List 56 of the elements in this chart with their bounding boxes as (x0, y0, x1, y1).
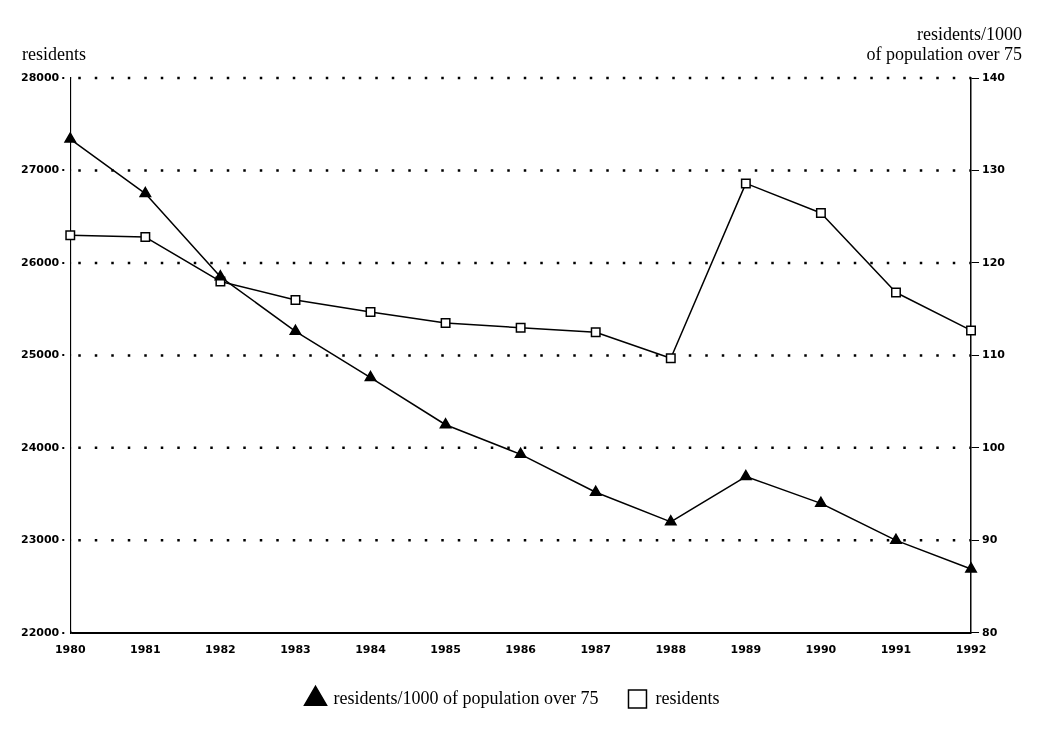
point (64, 132, 77, 143)
point (140, 232, 151, 243)
y-tick-label: 24000 (20, 440, 60, 454)
point (589, 485, 602, 496)
y-tick-label: 26000 (20, 255, 60, 269)
point (514, 447, 527, 459)
point (590, 327, 601, 338)
x-tick-label: 1985 (430, 643, 461, 657)
point (740, 178, 751, 189)
x-tick-label: 1980 (54, 643, 86, 657)
x-tick-label: 1990 (805, 643, 837, 657)
x-tick-label: 1991 (880, 643, 912, 657)
point (665, 353, 676, 364)
point (440, 318, 451, 329)
point (739, 469, 752, 481)
y2-tick-label: 130 (982, 163, 1006, 177)
point (65, 230, 76, 241)
y2-tick-label: 120 (982, 255, 1006, 269)
y2-tick-label: 90 (982, 533, 998, 547)
point (965, 562, 977, 573)
x-tick-label: 1982 (205, 643, 236, 657)
x-tick-label: 1992 (955, 643, 987, 657)
point (890, 287, 901, 298)
y-tick-label: 23000 (20, 533, 60, 547)
x-tick-label: 1989 (730, 643, 762, 657)
x-tick-label: 1988 (655, 643, 687, 657)
point (139, 186, 152, 198)
legend-label: residents/1000 of population over 75 (333, 687, 599, 708)
point (290, 294, 301, 305)
point (439, 418, 452, 429)
point (966, 325, 977, 336)
y-tick-label: 28000 (20, 70, 60, 84)
legend-label: residents (655, 687, 720, 708)
x-tick-label: 1981 (130, 643, 161, 657)
x-tick-label: 1983 (280, 643, 311, 657)
y2-tick-label: 140 (982, 70, 1006, 84)
point (289, 324, 302, 336)
y-tick-label: 22000 (20, 625, 60, 639)
y2-tick-label: 100 (982, 440, 1006, 454)
x-tick-label: 1987 (580, 643, 612, 657)
y-tick-label: 25000 (20, 348, 60, 362)
y2-tick-label: 80 (982, 625, 998, 639)
point (214, 270, 227, 281)
y2-tick-label: 110 (982, 348, 1006, 362)
point (365, 306, 376, 317)
y-tick-label: 27000 (20, 163, 60, 177)
x-tick-label: 1984 (355, 643, 387, 657)
point (364, 370, 377, 382)
y2-axis-title: residents/1000 of population over 75 (866, 23, 1022, 64)
point (664, 515, 677, 526)
y-axis-title: residents (22, 43, 86, 64)
point (890, 533, 902, 545)
point (814, 496, 827, 508)
point (815, 208, 826, 218)
x-tick-label: 1986 (505, 643, 537, 657)
point (515, 322, 526, 333)
